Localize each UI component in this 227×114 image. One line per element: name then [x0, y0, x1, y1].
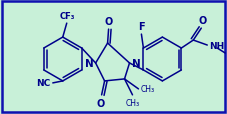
Text: CH₃: CH₃ — [125, 98, 139, 107]
Text: O: O — [96, 98, 104, 108]
Text: N: N — [131, 58, 140, 68]
Text: N: N — [84, 58, 93, 68]
Text: CH₃: CH₃ — [140, 85, 154, 94]
Text: NC: NC — [36, 79, 51, 88]
Text: O: O — [197, 16, 205, 26]
Text: F: F — [138, 22, 144, 32]
Text: O: O — [104, 17, 112, 27]
Text: NH: NH — [208, 41, 224, 50]
Text: CF₃: CF₃ — [60, 12, 75, 21]
